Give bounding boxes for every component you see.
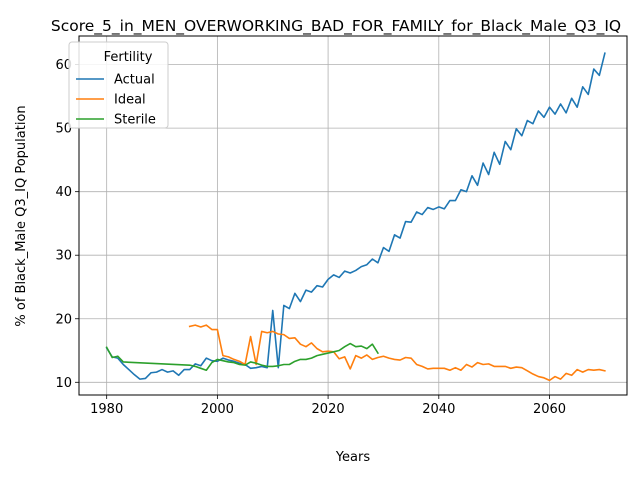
legend: Fertility Actual Ideal Sterile bbox=[68, 41, 169, 129]
y-tick-label: 20 bbox=[55, 312, 72, 327]
series-line-actual bbox=[105, 52, 606, 380]
x-tick-label: 2040 bbox=[422, 402, 455, 417]
y-tick-label: 40 bbox=[55, 185, 72, 200]
x-tick-label: 2060 bbox=[533, 402, 566, 417]
plot-frame bbox=[78, 35, 628, 396]
series-lines bbox=[105, 52, 606, 382]
x-axis-label: Years bbox=[335, 450, 371, 465]
legend-label-actual: Actual bbox=[114, 73, 155, 88]
legend-label-ideal: Ideal bbox=[114, 93, 146, 108]
legend-entries: Actual Ideal Sterile bbox=[76, 73, 156, 128]
y-tick-label: 60 bbox=[55, 58, 72, 73]
x-tick-label: 2020 bbox=[312, 402, 345, 417]
x-tick-label: 2000 bbox=[201, 402, 234, 417]
axis-ticks: 1980 2000 2020 2040 2060 10 20 30 40 50 60 bbox=[55, 58, 566, 417]
x-tick-label: 1980 bbox=[90, 402, 123, 417]
series-line-ideal bbox=[188, 324, 606, 382]
legend-title: Fertility bbox=[104, 50, 153, 65]
legend-box bbox=[68, 41, 169, 129]
y-axis-label: % of Black_Male Q3_IQ Population bbox=[14, 105, 29, 326]
chart-title: Score_5_in_MEN_OVERWORKING_BAD_FOR_FAMIL… bbox=[51, 17, 621, 36]
y-tick-label: 50 bbox=[55, 122, 72, 137]
y-tick-label: 30 bbox=[55, 249, 72, 264]
legend-label-sterile: Sterile bbox=[114, 113, 156, 128]
grid bbox=[79, 36, 627, 395]
series-line-sterile bbox=[105, 342, 380, 372]
y-tick-label: 10 bbox=[55, 376, 72, 391]
